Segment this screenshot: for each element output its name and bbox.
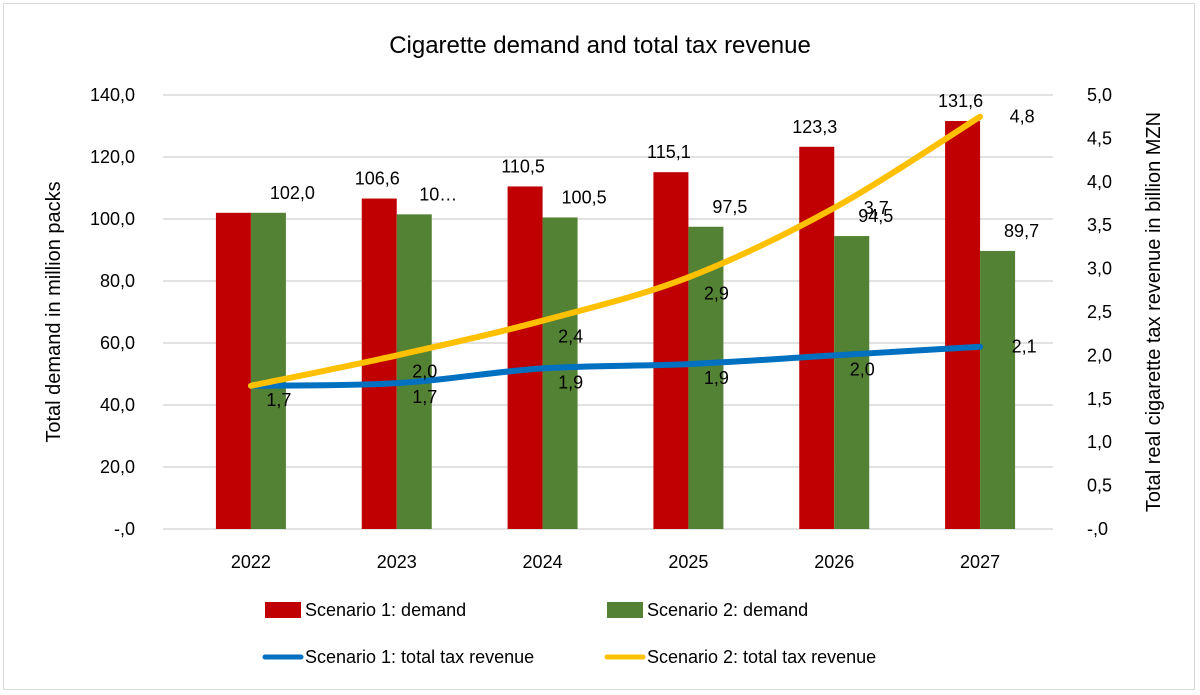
y-axis-left-title: Total demand in million packs	[43, 181, 65, 442]
y-axis-right-title: Total real cigarette tax revenue in bill…	[1143, 112, 1165, 512]
line-data-label: 1,7	[412, 387, 437, 407]
bar-2-2024	[542, 217, 578, 529]
line-data-label: 2,1	[1012, 337, 1037, 357]
gridlines	[163, 94, 1053, 530]
legend-item: Scenario 2: demand	[607, 600, 808, 620]
bar-data-label: 115,1	[647, 142, 691, 162]
bar-1-2027	[945, 121, 981, 529]
y-tick-label: 40,0	[100, 395, 135, 415]
bar-2-2023	[396, 214, 432, 529]
line-series-1	[247, 343, 984, 389]
legend-label: Scenario 1: total tax revenue	[305, 647, 534, 667]
x-tick-label: 2024	[523, 552, 563, 572]
bar-1-2022	[215, 212, 251, 530]
y2-tick-label: 3,5	[1087, 215, 1112, 235]
x-axis: 2022 2023 2024 2025 2026 2027	[231, 552, 1000, 572]
bar-data-label: 97,5	[712, 197, 747, 217]
chart-title: Cigarette demand and total tax revenue	[389, 32, 811, 59]
data-labels: 106,6 110,5 115,1 123,3 131,6 102,0 10… 100,5 97…	[266, 91, 1039, 410]
y2-tick-label: 4,5	[1087, 128, 1112, 148]
y-tick-label: 60,0	[100, 333, 135, 353]
line-data-label: 1,7	[266, 390, 291, 410]
legend: Scenario 1: demand Scenario 2: demand Scen…	[262, 600, 876, 667]
y2-tick-label: 2,0	[1087, 345, 1112, 365]
y2-tick-label: 1,5	[1087, 389, 1112, 409]
line-data-label: 1,9	[558, 372, 583, 392]
bar-2-2027	[980, 250, 1016, 529]
y2-tick-label: 1,0	[1087, 432, 1112, 452]
bar-1-2025	[653, 172, 689, 529]
bar-data-label: 100,5	[562, 187, 607, 207]
y-tick-label: 120,0	[90, 147, 135, 167]
bar-data-label: 123,3	[792, 117, 837, 137]
y2-tick-label: 0,5	[1087, 476, 1112, 496]
y-axis-right: -,0 0,5 1,0 1,5 2,0 2,5 3,0 3,5 4,0 4,5 5,0	[1087, 85, 1112, 539]
y2-tick-label: 5,0	[1087, 85, 1112, 105]
y2-tick-label: -,0	[1087, 519, 1108, 539]
legend-label: Scenario 2: demand	[647, 600, 808, 620]
bar-data-label: 10…	[419, 184, 457, 204]
bar-data-label: 89,7	[1004, 221, 1039, 241]
line-data-label: 2,4	[558, 327, 583, 347]
y-tick-label: -,0	[114, 519, 135, 539]
legend-label: Scenario 2: total tax revenue	[647, 647, 876, 667]
bar-1-2024	[507, 186, 543, 529]
line-data-label: 2,0	[850, 359, 875, 379]
x-tick-label: 2026	[814, 552, 854, 572]
line-series-2	[247, 113, 984, 389]
x-tick-label: 2027	[960, 552, 1000, 572]
legend-label: Scenario 1: demand	[305, 600, 466, 620]
bar-data-label: 106,6	[355, 169, 400, 189]
y2-tick-label: 3,0	[1087, 259, 1112, 279]
bar-data-label: 131,6	[938, 91, 983, 111]
line-data-label: 4,8	[1010, 107, 1035, 127]
legend-item: Scenario 1: demand	[265, 600, 466, 620]
line-data-label: 3,7	[864, 198, 889, 218]
bar-data-label: 110,5	[501, 156, 545, 176]
bars	[215, 121, 1016, 530]
y-axis-left: -,0 20,0 40,0 60,0 80,0 100,0 120,0 140,0	[90, 85, 135, 539]
x-tick-label: 2022	[231, 552, 271, 572]
y-tick-label: 100,0	[90, 209, 135, 229]
x-tick-label: 2023	[377, 552, 417, 572]
legend-item: Scenario 1: total tax revenue	[262, 647, 534, 667]
bar-data-label: 94,5	[858, 206, 893, 226]
legend-swatch	[607, 602, 643, 618]
y-tick-label: 20,0	[100, 457, 135, 477]
line-data-label: 1,9	[704, 368, 729, 388]
bar-2-2022	[250, 212, 286, 530]
y-tick-label: 80,0	[100, 271, 135, 291]
line-data-label: 2,0	[412, 361, 437, 381]
y2-tick-label: 4,0	[1087, 172, 1112, 192]
y2-tick-label: 2,5	[1087, 302, 1112, 322]
y-tick-label: 140,0	[90, 85, 135, 105]
legend-item: Scenario 2: total tax revenue	[604, 647, 876, 667]
x-tick-label: 2025	[668, 552, 708, 572]
bar-data-label: 102,0	[270, 183, 315, 203]
bar-1-2026	[799, 146, 835, 529]
line-data-label: 2,9	[704, 283, 729, 303]
bar-2-2026	[834, 236, 870, 530]
legend-swatch	[265, 602, 301, 618]
lines	[247, 113, 984, 389]
